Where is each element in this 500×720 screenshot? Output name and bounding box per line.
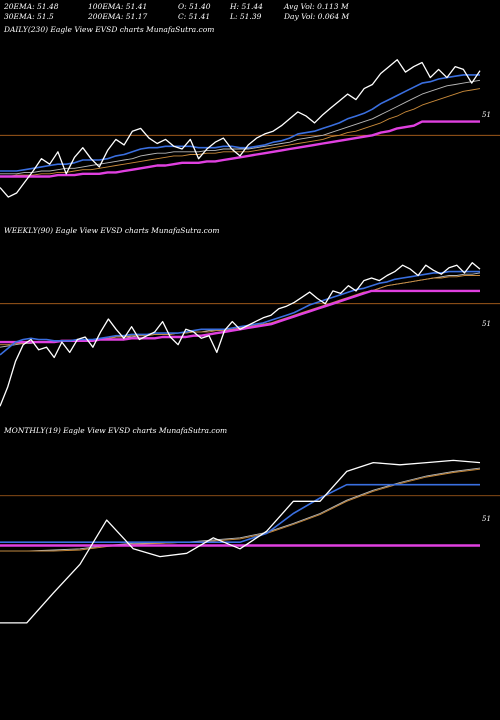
daily-price-tag: 51 [482,111,491,119]
day-volume-value: Day Vol: 0.064 M [284,12,350,21]
open-value: O: 51.40 [178,2,211,11]
daily-price-chart [0,59,500,198]
monthly-ema-fast-line [0,483,480,543]
monthly-ema-mid-a-line [0,467,481,552]
ema30-value: 30EMA: 51.5 [4,12,54,21]
weekly-panel-title: WEEKLY(90) Eagle View EVSD charts Munafa… [4,226,220,235]
weekly-ema-mid-a-line [0,272,481,348]
monthly-price-line [0,459,481,624]
weekly-ema-slow-line [0,289,480,344]
daily-ema-slow-line [0,120,480,178]
stats-col-ema-long: 100EMA: 51.41 200EMA: 51.17 [88,2,147,22]
daily-ema-fast-line [0,74,480,172]
high-value: H: 51.44 [230,2,263,11]
ema200-value: 200EMA: 51.17 [88,12,148,21]
close-value: C: 51.41 [178,12,211,21]
monthly-ema-mid-b-line [0,468,481,552]
weekly-price-tag: 51 [482,320,491,328]
monthly-price-chart [0,459,500,624]
daily-ema-mid-a-line [0,79,481,175]
monthly-panel-title: MONTHLY(19) Eagle View EVSD charts Munaf… [4,426,228,435]
low-value: L: 51.39 [230,12,262,21]
avg-volume-value: Avg Vol: 0.113 M [284,2,349,11]
stats-col-high-low: H: 51.44 L: 51.39 [230,2,263,22]
ema20-value: 20EMA: 51.48 [4,2,59,11]
weekly-price-line [0,262,481,407]
weekly-price-chart [0,262,500,407]
weekly-ema-fast-line [0,270,480,356]
daily-price-line [0,59,481,198]
daily-panel-title: DAILY(230) Eagle View EVSD charts Munafa… [4,25,215,34]
ema100-value: 100EMA: 51.41 [88,2,148,11]
weekly-ema-mid-b-line [0,275,480,346]
stats-col-volume: Avg Vol: 0.113 M Day Vol: 0.064 M [284,2,349,22]
stats-col-ema-short: 20EMA: 51.48 30EMA: 51.5 [4,2,59,22]
stats-col-open-close: O: 51.40 C: 51.41 [178,2,211,22]
monthly-price-tag: 51 [482,515,491,523]
daily-ema-mid-b-line [0,88,481,177]
